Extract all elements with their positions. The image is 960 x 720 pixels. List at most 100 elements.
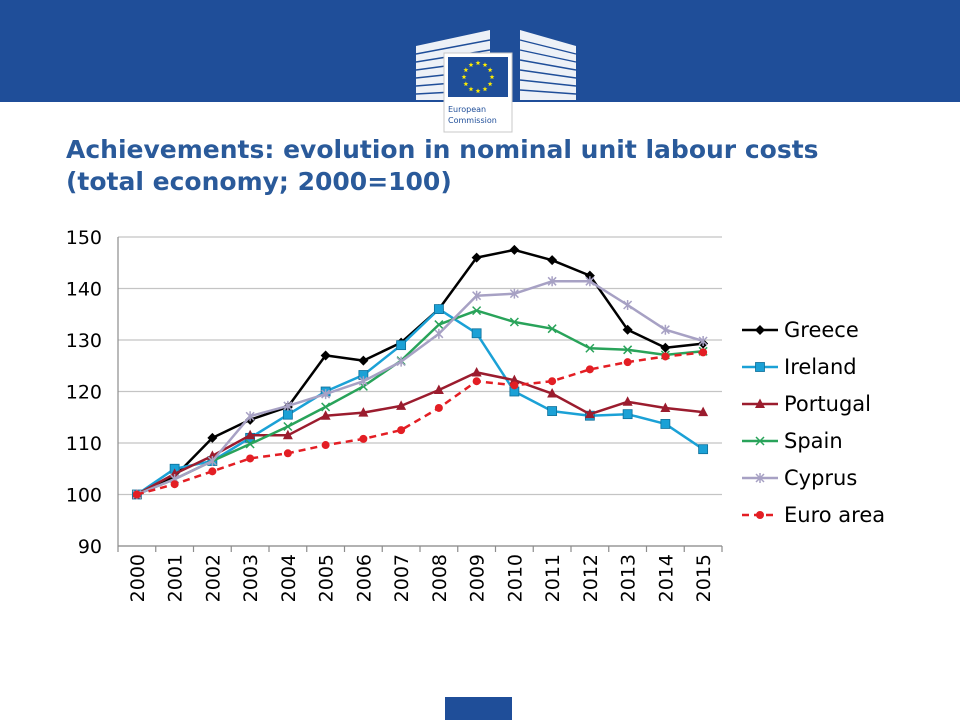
legend-label-ireland: Ireland (784, 355, 857, 379)
data-point-euro-area (283, 449, 292, 458)
data-point-portugal (622, 396, 633, 406)
data-point-cyprus (434, 328, 444, 339)
x-tick-label: 2003 (240, 554, 262, 602)
data-point-spain (472, 306, 482, 316)
footer-tab (445, 697, 512, 720)
x-tick-label: 2006 (353, 554, 375, 602)
data-point-cyprus (396, 356, 406, 367)
data-point-cyprus (623, 299, 633, 310)
data-point-ireland (282, 409, 293, 420)
legend-marker-portugal (755, 398, 765, 408)
eu-star-icon (487, 81, 493, 87)
legend-marker-spain (755, 436, 765, 446)
data-point-portugal (584, 408, 595, 419)
data-point-portugal (660, 402, 671, 412)
data-point-portugal (245, 429, 256, 440)
x-tick-label: 2004 (278, 554, 300, 602)
eu-star-icon (463, 67, 469, 73)
data-point-ireland (622, 409, 633, 420)
series-line-spain (136, 309, 704, 496)
data-point-euro-area (661, 352, 670, 361)
legend-marker-greece (755, 325, 765, 335)
legend-label-portugal: Portugal (784, 392, 871, 416)
data-point-portugal (396, 400, 407, 410)
data-point-spain (547, 324, 557, 334)
y-tick-label: 120 (66, 382, 102, 404)
data-point-greece (358, 355, 369, 366)
data-point-portugal (509, 374, 520, 385)
data-point-euro-area (510, 381, 519, 390)
data-point-portugal (698, 406, 709, 417)
gridlines (118, 236, 722, 547)
eu-star-icon (482, 86, 488, 92)
data-point-greece (207, 432, 218, 443)
y-tick-label: 140 (66, 279, 102, 301)
data-point-cyprus (283, 400, 293, 411)
eu-star-icon (489, 74, 495, 80)
data-point-cyprus (207, 456, 217, 467)
y-tick-label: 130 (66, 330, 102, 352)
data-point-euro-area (208, 467, 217, 476)
data-point-cyprus (585, 276, 595, 287)
data-point-greece (547, 255, 558, 266)
data-point-euro-area (246, 454, 255, 463)
data-point-portugal (433, 384, 444, 394)
data-point-spain (434, 320, 444, 330)
data-point-spain (509, 317, 519, 327)
series-line-euro-area (136, 351, 704, 496)
data-point-euro-area (472, 377, 481, 386)
series-line-portugal (136, 371, 704, 496)
eu-star-icon (475, 60, 481, 66)
y-tick-label: 110 (66, 433, 102, 455)
x-tick-label: 2008 (429, 554, 451, 602)
data-point-greece (622, 324, 633, 335)
y-tick-label: 90 (78, 536, 102, 558)
legend-label-spain: Spain (784, 429, 843, 453)
legend: Greece Ireland Portugal Spain Cyprus Euro are… (742, 318, 885, 527)
data-point-euro-area (397, 426, 406, 435)
data-point-greece (471, 252, 482, 263)
series-line-ireland (136, 307, 704, 496)
data-point-ireland (698, 444, 709, 455)
x-tick-label: 2001 (165, 554, 187, 602)
data-point-cyprus (547, 276, 557, 287)
eu-star-icon (475, 88, 481, 94)
x-tick-label: 2010 (504, 554, 526, 602)
data-point-cyprus (660, 324, 670, 335)
x-tick-label: 2015 (693, 554, 715, 602)
eu-star-icon (468, 62, 474, 67)
legend-label-euro-area: Euro area (784, 503, 885, 527)
data-point-spain (585, 343, 595, 353)
european-commission-logo: European Commission (415, 30, 577, 133)
y-tick-label: 150 (66, 227, 102, 249)
x-tick-label: 2012 (580, 554, 602, 602)
data-point-cyprus (698, 336, 708, 347)
data-point-spain (283, 421, 293, 432)
eu-star-icon (468, 86, 474, 92)
data-point-euro-area (132, 490, 141, 499)
data-point-cyprus (472, 290, 482, 301)
axes: 90 100 110 120 130 140 150 2000 2001 2002 2003 2004… (66, 227, 723, 602)
data-point-cyprus (358, 376, 368, 387)
data-point-ireland (471, 328, 482, 339)
data-point-spain (245, 439, 255, 449)
logo-text-line1: European (448, 105, 486, 114)
unit-labour-cost-chart: 90 100 110 120 130 140 150 2000 2001 2002 2003 2004… (66, 227, 885, 602)
logo-text-line2: Commission (448, 116, 497, 125)
data-point-euro-area (585, 365, 594, 374)
data-point-ireland (396, 340, 407, 351)
data-point-euro-area (548, 377, 557, 386)
legend-marker-cyprus (755, 473, 765, 483)
slide-title: Achievements: evolution in nominal unit … (66, 134, 946, 198)
x-tick-label: 2002 (202, 554, 224, 602)
data-point-portugal (358, 407, 369, 417)
x-tick-label: 2005 (316, 554, 338, 602)
data-point-greece (320, 350, 331, 361)
data-point-euro-area (321, 441, 330, 450)
x-tick-label: 2013 (618, 554, 640, 602)
data-point-euro-area (434, 403, 443, 412)
series-lines (131, 244, 709, 500)
x-tick-label: 2000 (127, 554, 149, 602)
data-point-spain (321, 402, 331, 412)
data-point-ireland (660, 419, 671, 429)
